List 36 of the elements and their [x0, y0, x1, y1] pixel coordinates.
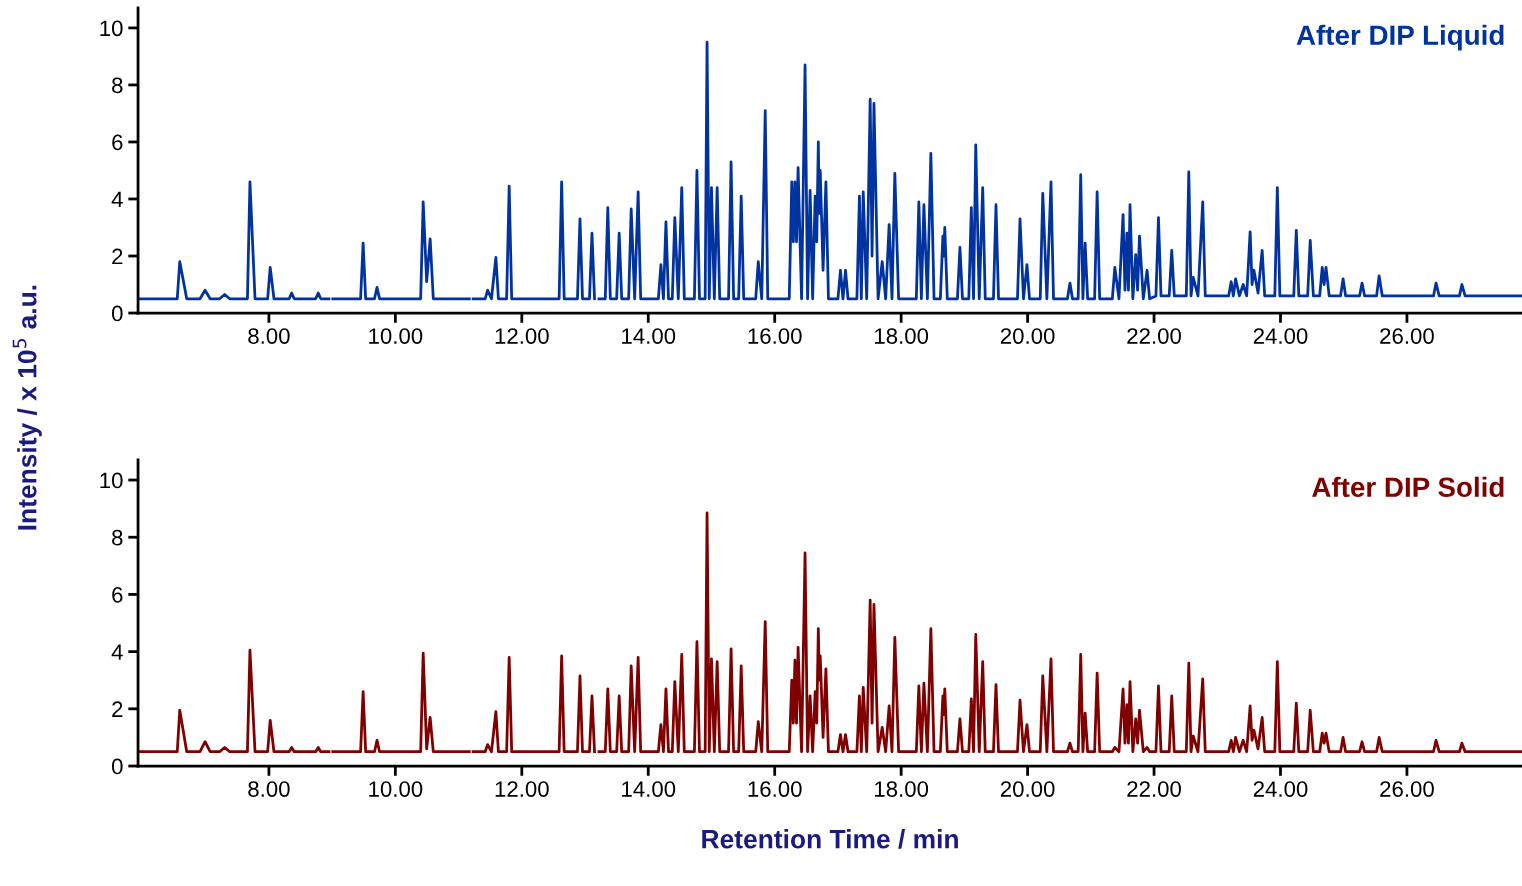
y-tick-label: 8 [112, 77, 123, 94]
text: After DIP Liquid [1296, 24, 1504, 51]
y-tick-label: 2 [112, 701, 123, 717]
x-tick-label: 24.00 [1253, 781, 1308, 797]
y-tick-label: 10 [100, 472, 123, 489]
x-tick-label: 24.00 [1253, 328, 1308, 344]
x-tick-label: 18.00 [875, 328, 929, 344]
x-tick-label: 16.00 [748, 781, 802, 797]
y-tick-label: 0 [111, 758, 123, 775]
y-tick-label: 2 [112, 248, 123, 265]
y-tick-label: 6 [112, 134, 123, 151]
y-tick-label: 4 [111, 644, 123, 660]
y-tick-label: 8 [112, 529, 123, 546]
x-tick-label: 20.00 [1000, 328, 1055, 344]
x-tick-label: 26.00 [1380, 328, 1434, 344]
x-tick-label: 20.00 [1000, 781, 1055, 797]
x-tick-label: 12.00 [495, 781, 549, 797]
x-tick-label: 14.00 [622, 781, 676, 797]
x-tick-label: 12.00 [495, 328, 549, 344]
y-tick-label: 4 [111, 191, 123, 208]
x-tick-label: 10.00 [369, 328, 423, 344]
x-tick-label: 10.00 [369, 781, 423, 797]
x-axis-title: Retention Time / min [702, 829, 958, 849]
y-tick-label: 6 [112, 586, 123, 603]
x-tick-label: 14.00 [622, 328, 676, 344]
y-axis-title: Intensity / x 10$^{5}$ a.u. [12, 285, 42, 530]
y-tick-label: 0 [111, 305, 123, 322]
x-tick-label: 8.00 [248, 781, 290, 797]
x-tick-label: 8.00 [248, 328, 290, 344]
x-tick-label: 16.00 [748, 328, 802, 344]
x-tick-label: 22.00 [1127, 328, 1181, 344]
x-tick-label: 26.00 [1380, 781, 1434, 797]
x-tick-label: 22.00 [1127, 781, 1181, 797]
text: After DIP Solid [1312, 476, 1504, 498]
y-tick-label: 10 [100, 20, 123, 37]
x-tick-label: 18.00 [875, 781, 929, 797]
